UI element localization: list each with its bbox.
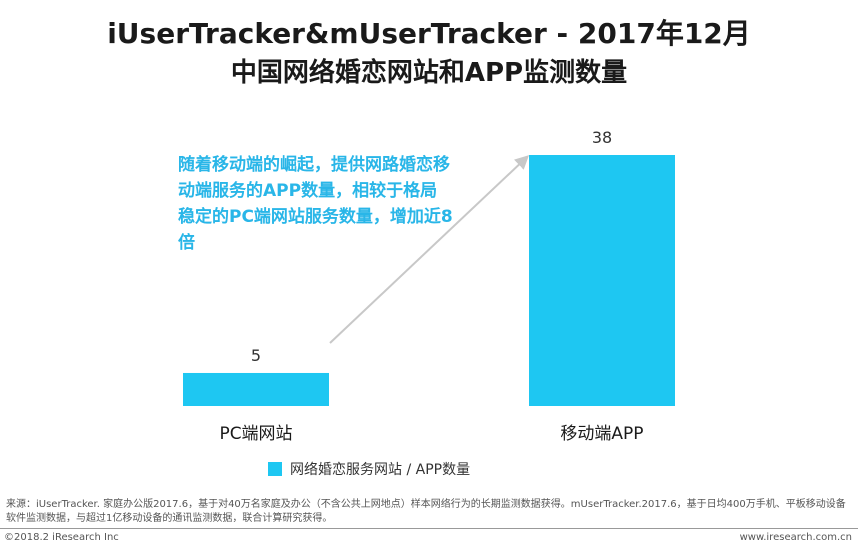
growth-arrow bbox=[329, 155, 530, 344]
website-url: www.iresearch.com.cn bbox=[739, 532, 852, 543]
chart-annotation: 随着移动端的崛起，提供网路婚恋移动端服务的APP数量，相较于格局稳定的PC端网站… bbox=[178, 155, 453, 253]
copyright: ©2018.2 iResearch Inc bbox=[4, 532, 119, 543]
bar-value-label-1: 38 bbox=[592, 128, 612, 147]
bars-group: 5 PC端网站 38 移动端APP bbox=[183, 128, 675, 444]
legend-label: 网络婚恋服务网站 / APP数量 bbox=[290, 462, 471, 478]
bar-chart: 5 PC端网站 38 移动端APP bbox=[183, 128, 675, 444]
chart-title-line1: iUserTracker&mUserTracker - 2017年12月 bbox=[107, 17, 751, 50]
chart-title-line2: 中国网络婚恋网站和APP监测数量 bbox=[230, 58, 628, 88]
bar-0 bbox=[183, 372, 329, 406]
bar-value-label-0: 5 bbox=[251, 346, 261, 365]
legend: 网络婚恋服务网站 / APP数量 bbox=[268, 459, 470, 479]
category-label-1: 移动端APP bbox=[560, 424, 643, 444]
legend-swatch bbox=[268, 462, 282, 476]
source-footnote: 来源：iUserTracker. 家庭办公版2017.6，基于对40万名家庭及办… bbox=[6, 499, 846, 524]
footer-divider bbox=[0, 528, 858, 529]
bar-1 bbox=[529, 155, 675, 406]
category-label-0: PC端网站 bbox=[219, 424, 292, 444]
